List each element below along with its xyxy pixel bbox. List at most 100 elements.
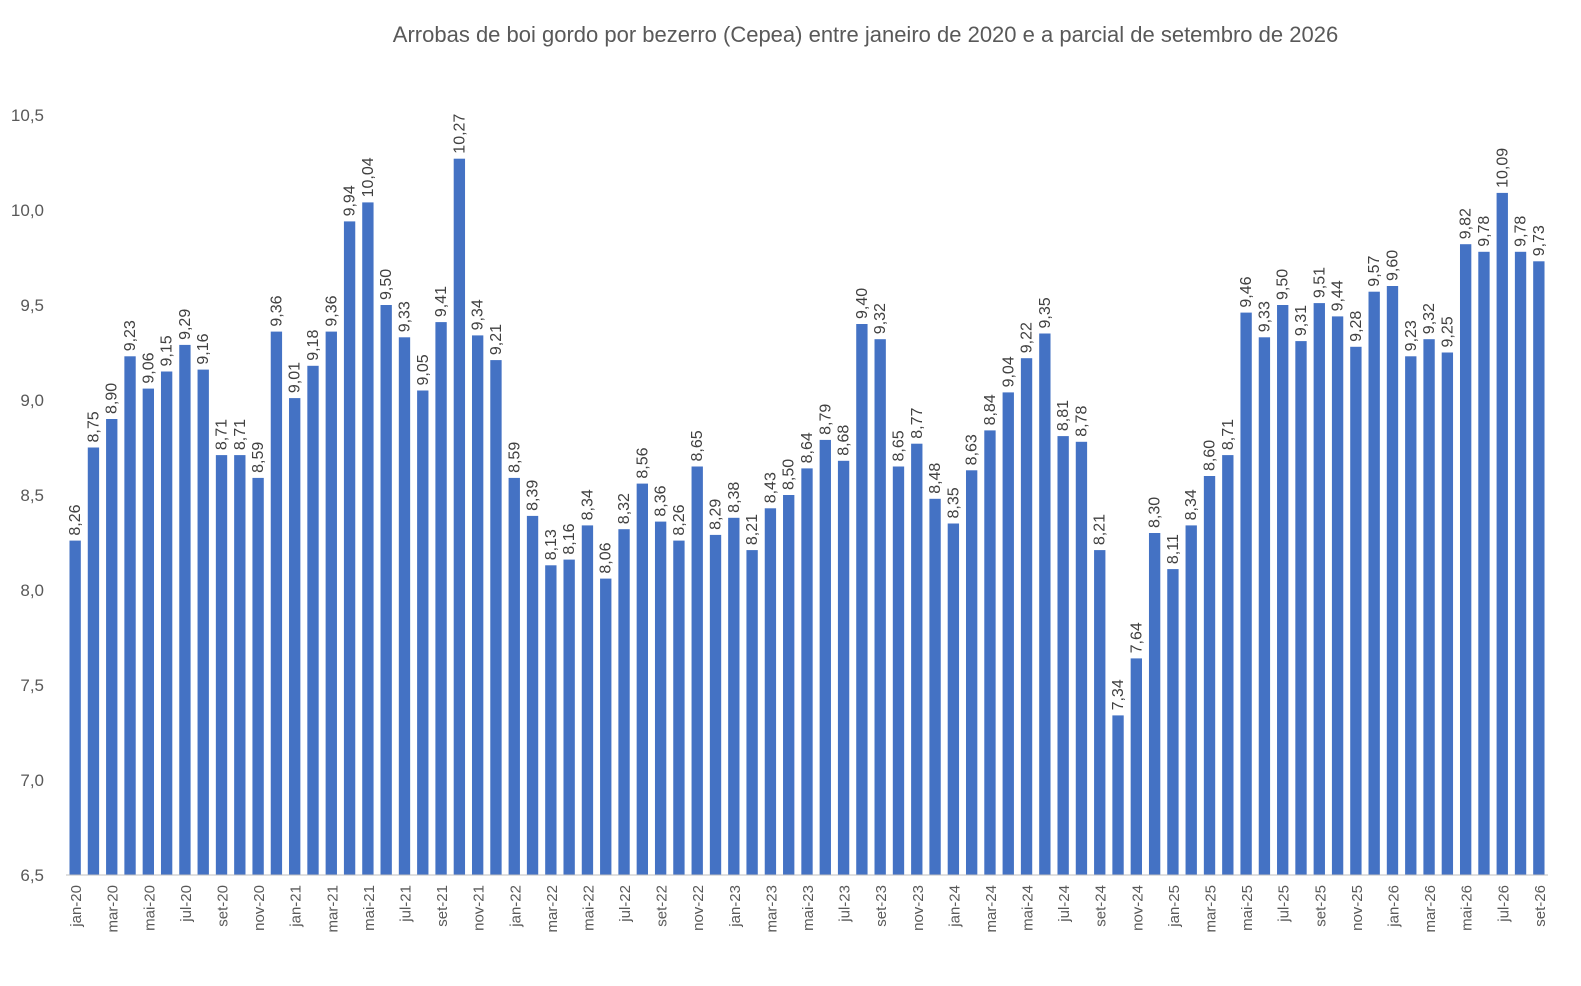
data-label: 10,27 <box>451 114 468 154</box>
data-label: 9,50 <box>378 269 395 300</box>
bar-jan-24 <box>947 523 960 875</box>
bar-mai-22 <box>581 525 594 875</box>
bar-fev-24 <box>965 470 978 875</box>
data-label: 9,01 <box>287 362 304 393</box>
data-label: 9,16 <box>195 333 212 364</box>
data-label: 9,82 <box>1458 208 1475 239</box>
data-label: 9,51 <box>1311 267 1328 298</box>
x-tick-label: mar-23 <box>763 885 780 933</box>
data-label: 9,29 <box>177 309 194 340</box>
bar-mai-21 <box>362 202 374 875</box>
x-tick-label: mar-25 <box>1203 885 1220 933</box>
bar-dez-24 <box>1148 533 1161 875</box>
x-tick-label: mai-25 <box>1239 885 1256 931</box>
data-label: 7,64 <box>1128 622 1145 653</box>
data-label: 9,32 <box>872 303 889 334</box>
bar-abr-21 <box>343 221 356 875</box>
x-tick-label: jan-25 <box>1166 885 1183 928</box>
bar-jan-25 <box>1167 569 1179 875</box>
data-label: 8,50 <box>781 459 798 490</box>
data-label: 8,81 <box>1055 400 1072 431</box>
bar-ago-21 <box>417 390 429 875</box>
bar-fev-23 <box>746 550 758 875</box>
data-label: 8,16 <box>561 523 578 554</box>
bar-jul-26 <box>1496 192 1508 875</box>
y-tick-label: 9,0 <box>20 391 44 410</box>
bar-dez-21 <box>490 360 502 876</box>
data-label: 9,25 <box>1439 316 1456 347</box>
x-tick-label: set-25 <box>1312 885 1329 927</box>
data-label: 7,34 <box>1110 679 1127 710</box>
data-label: 8,59 <box>250 442 267 473</box>
data-label: 8,78 <box>1073 406 1090 437</box>
data-label: 8,71 <box>214 419 231 450</box>
bar-mar-25 <box>1203 476 1216 875</box>
data-label: 9,33 <box>1256 301 1273 332</box>
bar-jul-25 <box>1277 305 1289 875</box>
data-label: 8,21 <box>744 514 761 545</box>
data-label: 9,57 <box>1366 255 1383 286</box>
data-label: 9,06 <box>140 352 157 383</box>
x-tick-label: set-26 <box>1532 885 1549 927</box>
x-tick-label: set-20 <box>215 885 232 927</box>
data-label: 8,68 <box>836 425 853 456</box>
data-label: 9,94 <box>342 185 359 216</box>
data-label: 9,35 <box>1037 297 1054 328</box>
data-label: 8,63 <box>964 434 981 465</box>
bar-set-24 <box>1094 550 1106 875</box>
data-label: 8,39 <box>525 480 542 511</box>
bar-fev-25 <box>1185 525 1197 875</box>
bar-mai-25 <box>1240 312 1252 876</box>
bar-dez-20 <box>270 331 283 876</box>
bar-out-25 <box>1331 316 1344 875</box>
y-tick-label: 9,5 <box>20 296 44 315</box>
x-tick-label: jul-23 <box>837 885 854 923</box>
bar-jul-21 <box>398 337 411 875</box>
bar-ago-24 <box>1075 441 1088 875</box>
bar-jun-20 <box>160 371 173 875</box>
bar-jan-22 <box>508 477 520 875</box>
data-label: 8,59 <box>506 442 523 473</box>
y-tick-label: 8,0 <box>20 581 44 600</box>
x-tick-label: jan-22 <box>507 885 524 928</box>
x-tick-label: nov-24 <box>1129 885 1146 931</box>
data-label: 9,40 <box>854 288 871 319</box>
bar-out-24 <box>1112 715 1124 875</box>
bar-mar-21 <box>325 331 337 876</box>
bar-jun-23 <box>819 439 831 875</box>
x-tick-label: jul-20 <box>178 885 195 923</box>
bar-jan-21 <box>289 398 301 875</box>
x-tick-label: mai-26 <box>1459 885 1476 931</box>
bar-jun-26 <box>1478 251 1490 876</box>
data-label: 9,78 <box>1513 216 1530 247</box>
x-tick-label: nov-20 <box>251 885 268 931</box>
data-label: 8,06 <box>598 542 615 573</box>
bar-dez-25 <box>1368 291 1380 875</box>
bar-out-20 <box>234 455 246 875</box>
bar-jul-20 <box>179 344 191 875</box>
bar-mai-23 <box>801 468 813 875</box>
x-tick-label: set-23 <box>873 885 890 927</box>
data-label: 9,78 <box>1476 216 1493 247</box>
data-label: 10,09 <box>1494 148 1511 188</box>
data-label: 8,34 <box>579 489 596 520</box>
bar-mar-26 <box>1423 339 1435 875</box>
bar-set-20 <box>215 455 228 875</box>
chart-title: Arrobas de boi gordo por bezerro (Cepea)… <box>392 22 1339 47</box>
y-tick-label: 8,5 <box>20 486 44 505</box>
data-label: 8,84 <box>982 394 999 425</box>
data-label: 9,44 <box>1330 280 1347 311</box>
bar-fev-26 <box>1405 356 1417 875</box>
data-label: 8,79 <box>817 404 834 435</box>
data-label: 9,32 <box>1421 303 1438 334</box>
x-tick-label: mai-23 <box>800 885 817 931</box>
x-tick-label: mar-26 <box>1422 885 1439 933</box>
data-label: 9,05 <box>415 354 432 385</box>
data-label: 9,23 <box>122 320 139 351</box>
bar-abr-25 <box>1222 455 1234 875</box>
data-label: 9,15 <box>159 335 176 366</box>
bar-ago-25 <box>1295 341 1307 876</box>
bar-abr-20 <box>124 356 136 875</box>
bar-ago-23 <box>856 324 868 875</box>
